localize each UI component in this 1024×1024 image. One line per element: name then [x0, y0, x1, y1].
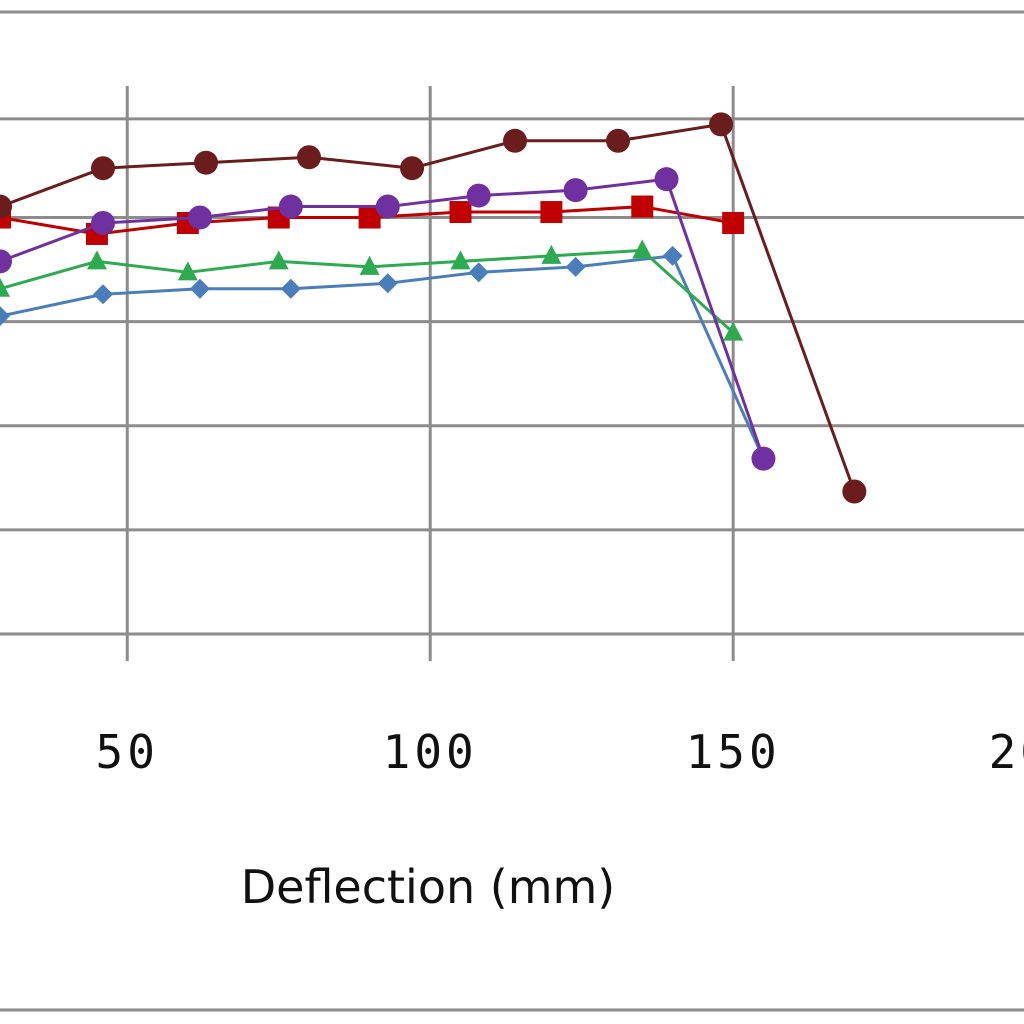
- data-point-s0-0: [0, 306, 10, 327]
- data-point-s2-5: [449, 201, 472, 224]
- data-point-s1-4: [359, 255, 380, 275]
- data-point-s0-2: [189, 278, 210, 299]
- data-point-s3-6: [563, 178, 588, 203]
- data-point-s1-3: [268, 250, 289, 270]
- data-point-s4-6: [606, 128, 631, 153]
- data-point-s3-2: [187, 205, 212, 230]
- data-point-s0-6: [565, 256, 586, 277]
- data-point-s1-7: [632, 239, 653, 259]
- data-point-s4-3: [297, 145, 322, 170]
- data-point-s4-4: [400, 156, 425, 181]
- data-point-s3-3: [278, 194, 303, 219]
- x-tick-labels: 50 100 150 200: [96, 725, 1024, 779]
- data-point-s3-1: [91, 211, 116, 235]
- x-tick-label-0: 50: [96, 725, 159, 779]
- data-point-s0-3: [280, 278, 301, 299]
- series-1: [0, 239, 744, 341]
- data-point-s2-8: [722, 212, 745, 234]
- x-tick-label-3: 200: [989, 725, 1024, 779]
- x-axis-title: Deflection (mm): [241, 860, 616, 914]
- data-point-s3-7: [654, 167, 679, 192]
- data-point-s2-4: [358, 206, 381, 229]
- data-point-s1-2: [177, 261, 198, 281]
- data-point-s1-1: [86, 250, 107, 270]
- data-point-s0-4: [377, 273, 398, 294]
- data-point-s4-1: [91, 156, 116, 181]
- series-2: [0, 195, 745, 245]
- data-point-s3-4: [375, 194, 400, 219]
- data-point-s3-5: [466, 183, 491, 208]
- data-point-s4-8: [842, 479, 867, 504]
- data-point-s1-8: [723, 321, 744, 341]
- data-point-s0-5: [468, 262, 489, 283]
- data-point-s4-5: [503, 128, 528, 153]
- data-point-s2-0: [0, 206, 11, 229]
- data-point-s0-1: [93, 284, 114, 305]
- x-tick-label-1: 100: [383, 725, 478, 779]
- data-point-s1-6: [541, 244, 562, 264]
- data-point-s4-7: [709, 112, 734, 137]
- data-point-s3-8: [751, 446, 776, 471]
- data-point-s4-2: [194, 150, 219, 175]
- series-layer: [0, 112, 867, 504]
- plot-area: [0, 86, 1024, 634]
- data-point-s0-7: [662, 245, 683, 266]
- data-point-s4-0: [0, 194, 12, 219]
- series-4: [0, 112, 867, 504]
- data-point-s1-0: [0, 277, 10, 297]
- data-point-s1-5: [450, 250, 471, 270]
- data-point-s2-6: [540, 201, 563, 224]
- data-point-s2-7: [631, 195, 654, 218]
- series-0: [0, 245, 774, 469]
- x-tick-label-2: 150: [686, 725, 781, 779]
- data-point-s3-0: [0, 249, 12, 274]
- series-3: [0, 167, 776, 471]
- gridlines: [0, 86, 1024, 661]
